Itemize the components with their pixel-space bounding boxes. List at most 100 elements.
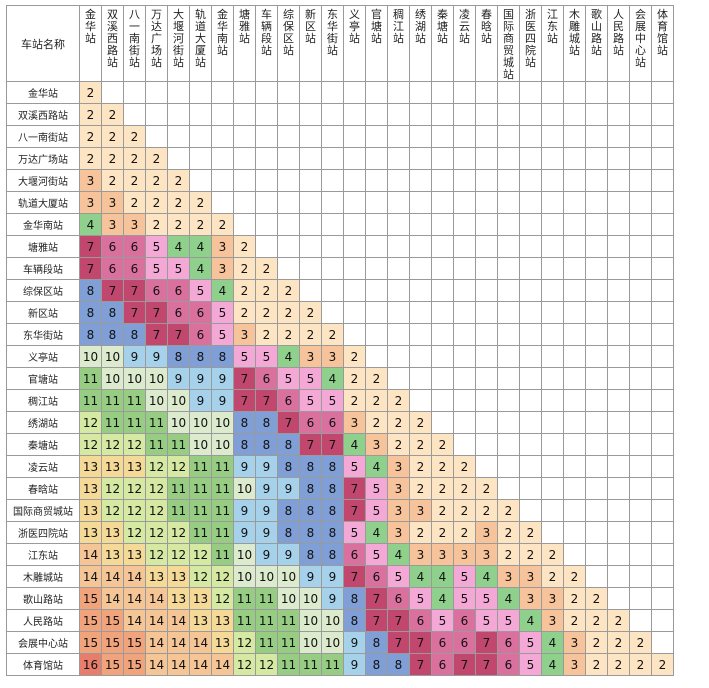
empty-cell <box>497 257 520 280</box>
row-header: 歌山路站 <box>6 587 80 610</box>
row-header: 人民路站 <box>6 609 80 632</box>
empty-cell <box>651 345 674 368</box>
empty-cell <box>607 521 630 544</box>
column-header-label: 歌山路站 <box>591 8 602 57</box>
column-header-label: 双溪西路站 <box>107 8 118 69</box>
fare-cell: 14 <box>79 543 102 566</box>
empty-cell <box>541 477 564 500</box>
empty-cell <box>629 81 652 104</box>
fare-cell: 3 <box>541 609 564 632</box>
empty-cell <box>475 103 498 126</box>
fare-cell: 7 <box>123 279 146 302</box>
empty-cell <box>189 169 212 192</box>
empty-cell <box>431 147 454 170</box>
empty-cell <box>585 543 608 566</box>
empty-cell <box>431 257 454 280</box>
column-header-label: 大堰河街站 <box>173 8 184 69</box>
table-row: 金华站 2 <box>6 81 674 104</box>
empty-cell <box>475 169 498 192</box>
empty-cell <box>453 367 476 390</box>
fare-cell: 2 <box>343 367 366 390</box>
fare-cell: 2 <box>387 389 410 412</box>
fare-cell: 11 <box>145 411 168 434</box>
empty-cell <box>475 433 498 456</box>
fare-cell: 3 <box>519 587 542 610</box>
empty-cell <box>563 477 586 500</box>
empty-cell <box>299 103 322 126</box>
fare-cell: 4 <box>365 521 388 544</box>
fare-cell: 13 <box>167 587 190 610</box>
empty-cell <box>607 169 630 192</box>
fare-cell: 14 <box>167 653 190 676</box>
fare-cell: 2 <box>299 301 322 324</box>
fare-cell: 3 <box>453 543 476 566</box>
fare-cell: 2 <box>343 345 366 368</box>
fare-cell: 5 <box>321 389 344 412</box>
empty-cell <box>497 477 520 500</box>
empty-cell <box>629 323 652 346</box>
fare-cell: 2 <box>255 301 278 324</box>
fare-cell: 3 <box>321 345 344 368</box>
fare-cell: 10 <box>233 477 256 500</box>
fare-cell: 7 <box>387 631 410 654</box>
fare-cell: 3 <box>431 543 454 566</box>
empty-cell <box>497 455 520 478</box>
fare-cell: 2 <box>299 323 322 346</box>
empty-cell <box>431 279 454 302</box>
fare-cell: 11 <box>189 455 212 478</box>
column-header: 综保区站 <box>277 5 300 82</box>
empty-cell <box>585 279 608 302</box>
fare-cell: 11 <box>167 477 190 500</box>
empty-cell <box>563 257 586 280</box>
empty-cell <box>651 125 674 148</box>
empty-cell <box>629 103 652 126</box>
empty-cell <box>475 301 498 324</box>
empty-cell <box>629 367 652 390</box>
fare-cell: 2 <box>189 213 212 236</box>
fare-cell: 6 <box>365 565 388 588</box>
fare-cell: 11 <box>123 389 146 412</box>
row-header: 春晗站 <box>6 477 80 500</box>
fare-cell: 16 <box>79 653 102 676</box>
fare-cell: 7 <box>453 653 476 676</box>
column-header-label: 综保区站 <box>283 8 294 57</box>
fare-cell: 2 <box>497 521 520 544</box>
fare-cell: 12 <box>167 543 190 566</box>
column-header: 凌云站 <box>453 5 476 82</box>
fare-cell: 3 <box>365 433 388 456</box>
empty-cell <box>431 301 454 324</box>
empty-cell <box>541 455 564 478</box>
empty-cell <box>343 213 366 236</box>
empty-cell <box>365 301 388 324</box>
empty-cell <box>453 125 476 148</box>
empty-cell <box>585 345 608 368</box>
empty-cell <box>299 235 322 258</box>
empty-cell <box>453 213 476 236</box>
empty-cell <box>519 345 542 368</box>
fare-cell: 6 <box>299 411 322 434</box>
fare-cell: 11 <box>211 521 234 544</box>
table-row: 体育馆站 16 15 15 14 14 14 14 12 12 11 11 11 9 8 8 7 6 7 7 6 5 4 3 2… <box>6 653 674 676</box>
row-header: 官塘站 <box>6 367 80 390</box>
column-header-label: 东华街站 <box>327 8 338 57</box>
table-row: 人民路站 15 15 14 14 14 13 13 11 11 11 10 10 8 7 7 6 5 6 5 5 4 3 2 2… <box>6 609 674 632</box>
fare-cell: 2 <box>475 499 498 522</box>
column-header-label: 轨道大厦站 <box>195 8 206 69</box>
column-header: 义亭站 <box>343 5 366 82</box>
empty-cell <box>563 301 586 324</box>
fare-cell: 14 <box>101 565 124 588</box>
row-header: 绣湖站 <box>6 411 80 434</box>
row-header: 体育馆站 <box>6 653 80 676</box>
fare-cell: 8 <box>167 345 190 368</box>
fare-cell: 10 <box>321 631 344 654</box>
fare-cell: 2 <box>255 323 278 346</box>
fare-cell: 2 <box>585 631 608 654</box>
fare-cell: 11 <box>189 477 212 500</box>
empty-cell <box>651 213 674 236</box>
fare-cell: 7 <box>365 587 388 610</box>
fare-cell: 7 <box>321 433 344 456</box>
fare-cell: 2 <box>409 521 432 544</box>
empty-cell <box>541 81 564 104</box>
empty-cell <box>607 565 630 588</box>
fare-cell: 8 <box>277 521 300 544</box>
